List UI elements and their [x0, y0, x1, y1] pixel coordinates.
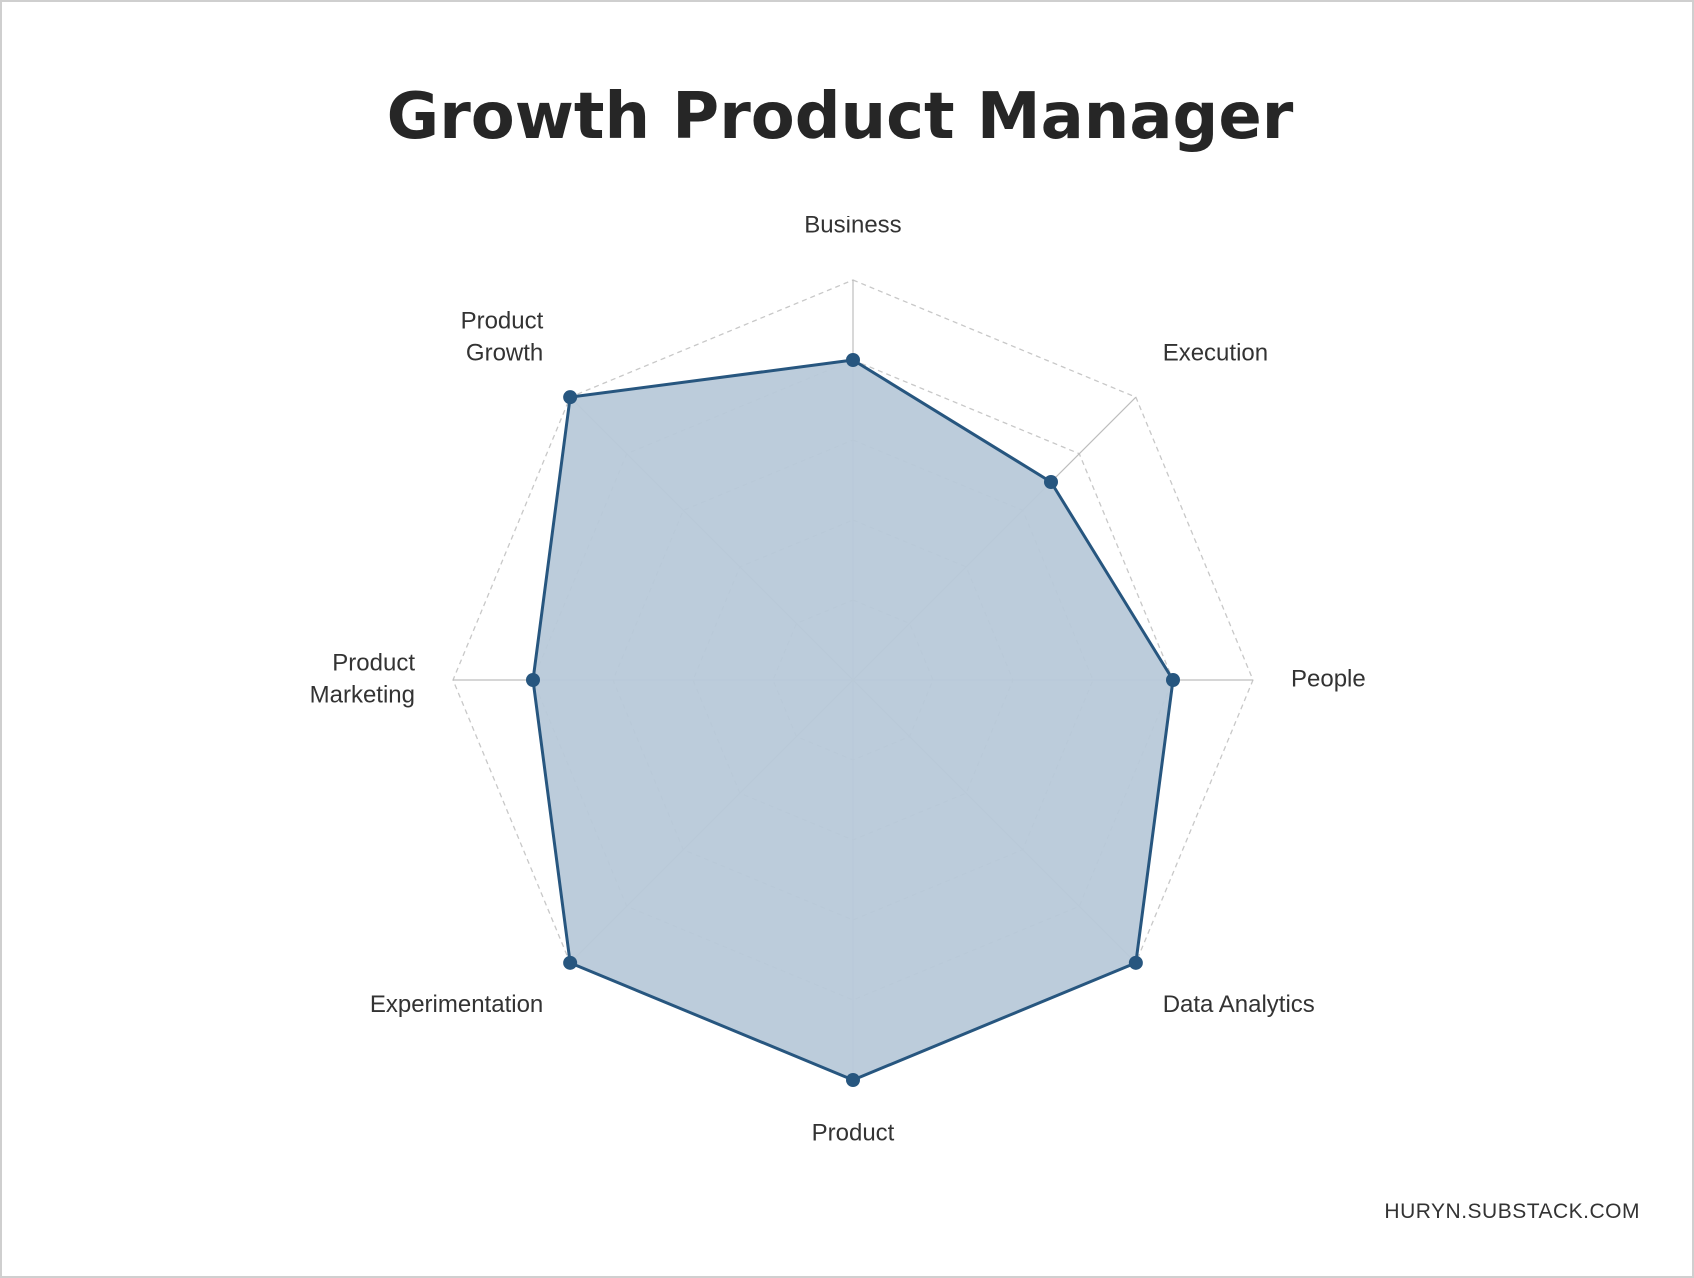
radar-series [526, 353, 1180, 1087]
data-point [846, 353, 860, 367]
axis-label: Product Marketing [310, 649, 416, 708]
data-point [846, 1073, 860, 1087]
axis-label: Experimentation [370, 991, 543, 1018]
axis-label: People [1291, 665, 1366, 692]
axis-label: Data Analytics [1163, 991, 1315, 1018]
data-point [1043, 475, 1058, 490]
axis-label: Strategy and Business [785, 179, 921, 238]
data-point [1166, 673, 1180, 687]
data-point [526, 673, 540, 687]
data-point [1128, 955, 1143, 970]
data-point [563, 390, 578, 405]
axis-label: Product Discovery [800, 1119, 905, 1178]
series-area [531, 358, 1175, 1082]
watermark: HURYN.SUBSTACK.COM [1384, 1200, 1640, 1223]
data-point [563, 955, 578, 970]
chart-title: Growth Product Manager [386, 80, 1294, 154]
axis-labels: Strategy and Business Execution People Data … [310, 179, 1366, 1178]
axis-label: Product Growth [461, 308, 544, 367]
axis-label: Execution [1163, 340, 1268, 367]
